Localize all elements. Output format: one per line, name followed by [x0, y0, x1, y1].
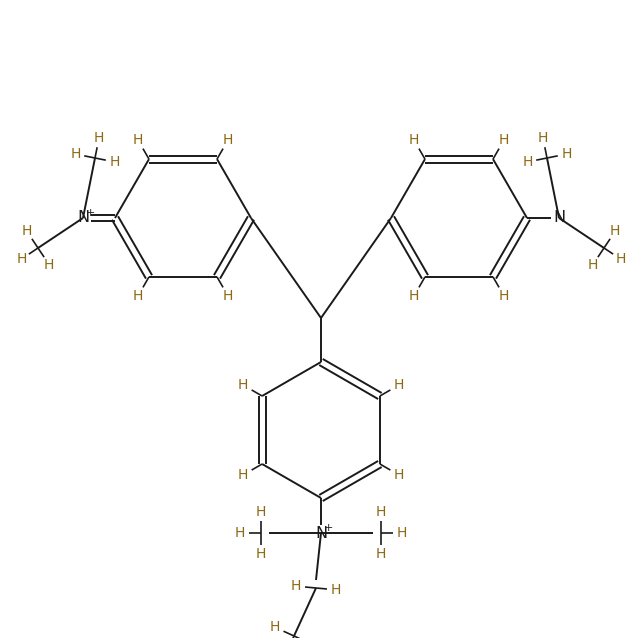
Text: H: H: [587, 258, 598, 272]
Text: H: H: [16, 252, 26, 266]
Text: H: H: [223, 133, 233, 147]
Text: +: +: [85, 208, 94, 218]
Text: H: H: [109, 155, 120, 169]
Text: H: H: [522, 155, 533, 169]
Text: H: H: [397, 526, 407, 540]
Text: H: H: [94, 131, 104, 145]
Text: N: N: [315, 526, 327, 540]
Text: H: H: [331, 582, 341, 597]
Text: H: H: [256, 505, 266, 519]
Text: H: H: [499, 289, 509, 303]
Text: H: H: [256, 547, 266, 561]
Text: H: H: [538, 131, 548, 145]
Text: N: N: [77, 211, 89, 225]
Text: H: H: [22, 225, 32, 239]
Text: H: H: [561, 147, 572, 161]
Text: H: H: [133, 289, 143, 303]
Text: H: H: [238, 468, 248, 482]
Text: H: H: [44, 258, 55, 272]
Text: H: H: [291, 579, 301, 593]
Text: H: H: [409, 289, 419, 303]
Text: H: H: [376, 505, 386, 519]
Text: H: H: [610, 225, 620, 239]
Text: H: H: [616, 252, 626, 266]
Text: H: H: [499, 133, 509, 147]
Text: H: H: [133, 133, 143, 147]
Text: +: +: [324, 523, 333, 533]
Text: N: N: [553, 211, 565, 225]
Text: H: H: [238, 378, 248, 392]
Text: H: H: [376, 547, 386, 561]
Text: H: H: [70, 147, 81, 161]
Text: H: H: [394, 378, 404, 392]
Text: H: H: [394, 468, 404, 482]
Text: H: H: [235, 526, 245, 540]
Text: H: H: [223, 289, 233, 303]
Text: H: H: [409, 133, 419, 147]
Text: H: H: [270, 620, 280, 634]
